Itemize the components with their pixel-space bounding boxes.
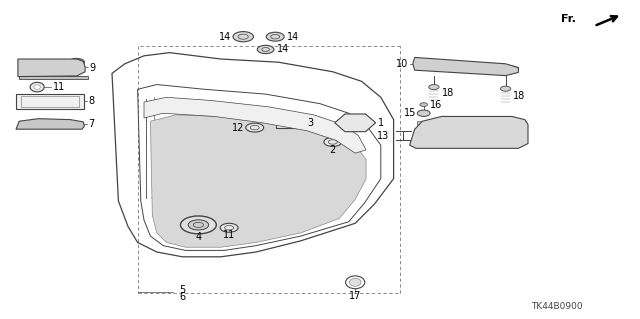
Circle shape — [429, 85, 439, 90]
Text: 11: 11 — [223, 230, 236, 241]
Circle shape — [454, 130, 467, 136]
Circle shape — [470, 130, 483, 136]
Polygon shape — [410, 116, 528, 148]
Text: 18: 18 — [513, 91, 525, 101]
Circle shape — [266, 32, 284, 41]
Text: 3: 3 — [307, 118, 314, 128]
Text: 12: 12 — [232, 122, 244, 133]
Text: 13: 13 — [377, 130, 389, 141]
Circle shape — [324, 137, 342, 146]
Text: 14: 14 — [287, 32, 299, 42]
Bar — [26, 63, 72, 74]
Text: Fr.: Fr. — [561, 14, 576, 24]
Circle shape — [246, 123, 264, 132]
Text: 17: 17 — [349, 291, 362, 301]
Circle shape — [438, 130, 451, 136]
Bar — [276, 118, 305, 128]
Polygon shape — [16, 119, 84, 129]
Polygon shape — [335, 114, 376, 132]
Text: 8: 8 — [88, 96, 95, 107]
Text: 1: 1 — [378, 118, 385, 128]
Circle shape — [188, 220, 209, 230]
Ellipse shape — [34, 85, 40, 89]
Circle shape — [416, 63, 426, 69]
Text: 10: 10 — [396, 59, 408, 69]
Ellipse shape — [30, 82, 44, 92]
Text: 6: 6 — [179, 292, 186, 302]
Text: 7: 7 — [88, 119, 95, 130]
Circle shape — [180, 216, 216, 234]
Circle shape — [506, 66, 518, 72]
Polygon shape — [150, 115, 366, 247]
Text: 9: 9 — [90, 63, 96, 73]
Circle shape — [257, 45, 274, 54]
Circle shape — [462, 63, 472, 69]
Text: 14: 14 — [277, 44, 289, 55]
Circle shape — [345, 118, 365, 128]
Polygon shape — [413, 57, 518, 76]
Bar — [19, 76, 88, 79]
Text: 2: 2 — [330, 145, 336, 155]
Bar — [417, 121, 433, 128]
Polygon shape — [18, 59, 85, 77]
Circle shape — [486, 130, 499, 136]
Circle shape — [500, 86, 511, 91]
Circle shape — [282, 119, 297, 127]
Text: 4: 4 — [195, 232, 202, 242]
Text: 15: 15 — [404, 108, 416, 118]
Circle shape — [440, 63, 450, 69]
Circle shape — [220, 223, 238, 232]
Ellipse shape — [346, 276, 365, 289]
Bar — [21, 96, 79, 107]
Text: 14: 14 — [220, 32, 232, 42]
Circle shape — [233, 32, 253, 42]
Polygon shape — [144, 97, 366, 153]
Circle shape — [420, 103, 428, 107]
Circle shape — [417, 110, 430, 116]
Text: 16: 16 — [430, 100, 442, 110]
Text: 5: 5 — [179, 285, 186, 295]
Text: 11: 11 — [52, 82, 65, 92]
Text: TK44B0900: TK44B0900 — [531, 302, 582, 311]
Text: 18: 18 — [442, 87, 454, 98]
Circle shape — [69, 58, 84, 66]
Circle shape — [486, 63, 497, 69]
Ellipse shape — [349, 278, 361, 286]
Bar — [16, 94, 84, 109]
